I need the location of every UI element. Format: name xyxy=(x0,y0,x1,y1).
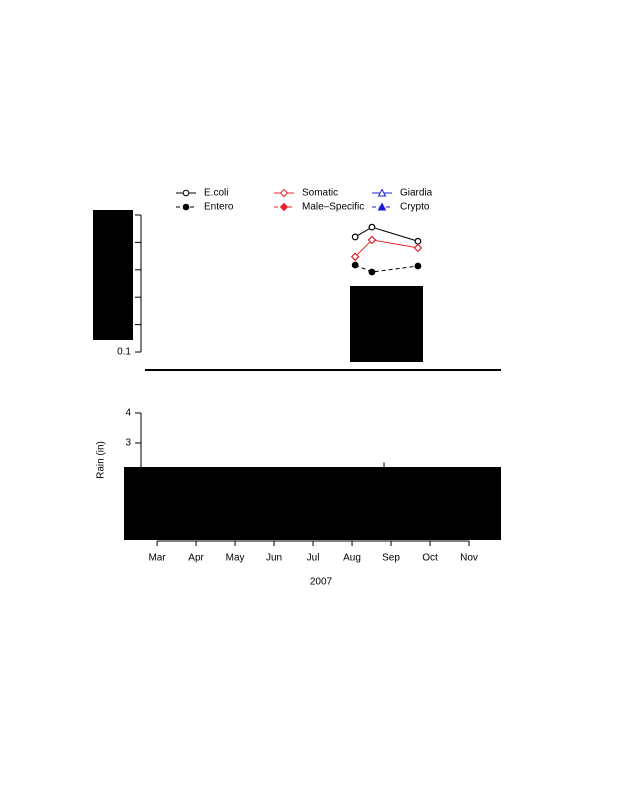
legend-marker xyxy=(182,203,190,211)
legend-label: Crypto xyxy=(400,202,430,213)
y-tick-label: 0.1 xyxy=(117,347,131,358)
series-line xyxy=(354,239,419,258)
redaction xyxy=(93,210,133,340)
point xyxy=(351,233,359,241)
x-tick-label: Aug xyxy=(343,553,361,564)
legend-label: E.coli xyxy=(204,188,228,199)
redaction xyxy=(350,286,423,362)
legend-marker xyxy=(279,202,289,212)
point xyxy=(413,243,423,253)
x-tick-label: Apr xyxy=(188,553,204,564)
x-tick-label: Jun xyxy=(266,553,282,564)
point xyxy=(350,252,360,262)
x-tick-label: Jul xyxy=(307,553,320,564)
x-axis-label: 2007 xyxy=(310,577,333,588)
legend-marker xyxy=(377,188,387,197)
series-line xyxy=(354,264,419,273)
x-tick-label: Sep xyxy=(382,553,400,564)
y-tick-label: 4 xyxy=(125,408,131,419)
y-tick-label: 3 xyxy=(125,438,131,449)
point xyxy=(368,268,376,276)
series-line xyxy=(354,226,419,242)
x-tick-label: May xyxy=(226,553,245,564)
x-tick-label: Nov xyxy=(460,553,478,564)
point xyxy=(367,235,377,245)
point xyxy=(368,223,376,231)
x-tick-label: Oct xyxy=(422,553,438,564)
point xyxy=(414,237,422,245)
legend-marker xyxy=(182,189,190,197)
legend-marker xyxy=(279,188,289,198)
legend-label: Giardia xyxy=(400,188,433,199)
redaction xyxy=(124,467,501,540)
legend-label: Somatic xyxy=(302,188,338,199)
legend-label: Male–Specific xyxy=(302,202,364,213)
legend-label: Entero xyxy=(204,202,234,213)
legend-marker xyxy=(377,202,387,211)
y-axis-label: Rain (in) xyxy=(96,441,107,479)
point xyxy=(414,262,422,270)
x-tick-label: Mar xyxy=(148,553,166,564)
point xyxy=(351,261,359,269)
